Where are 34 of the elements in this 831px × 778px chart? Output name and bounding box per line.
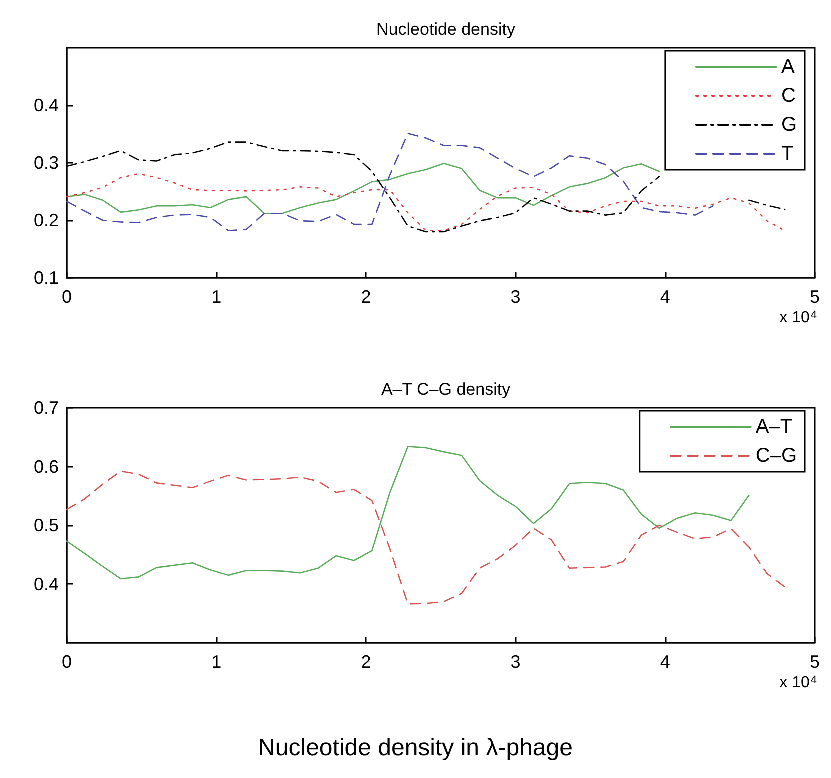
x-tick-label: 1 xyxy=(212,652,222,672)
x-tick-label: 3 xyxy=(510,652,521,672)
legend-label: G xyxy=(781,114,798,136)
x-tick-label: 3 xyxy=(510,287,521,307)
legend-label: A–T xyxy=(756,416,793,438)
x-tick-label: 2 xyxy=(361,287,372,307)
y-tick-label: 0.3 xyxy=(34,153,59,173)
line-series xyxy=(66,162,660,214)
x-tick-label: 1 xyxy=(212,287,222,307)
line-series xyxy=(66,446,750,580)
legend-label: T xyxy=(781,143,794,165)
x-tick-label: 2 xyxy=(361,652,372,672)
y-tick-label: 0.4 xyxy=(34,574,59,594)
legend-label: C–G xyxy=(756,445,797,467)
x-tick-label: 4 xyxy=(660,652,670,672)
x-tick-label: 4 xyxy=(660,287,670,307)
x-tick-label: 5 xyxy=(810,287,820,307)
text: Nucleotide density in λ-phage xyxy=(258,734,573,762)
x-tick-label: 5 xyxy=(810,652,820,672)
chart-title: A–T C–G density xyxy=(381,380,512,399)
x-tick-label: 0 xyxy=(62,652,72,672)
y-tick-label: 0.7 xyxy=(34,398,59,418)
y-tick-label: 0.2 xyxy=(34,210,59,230)
legend-label: A xyxy=(781,56,796,78)
y-tick-label: 0.4 xyxy=(34,96,59,116)
y-tick-label: 0.5 xyxy=(34,516,59,536)
y-tick-label: 0.1 xyxy=(34,268,59,288)
line-series xyxy=(66,173,786,232)
x-tick-label: 0 xyxy=(62,287,72,307)
legend-label: C xyxy=(781,85,796,107)
line-series xyxy=(66,470,786,605)
y-tick-label: 0.6 xyxy=(34,456,59,477)
line-series xyxy=(66,133,714,232)
chart-title: Nucleotide density xyxy=(376,20,516,39)
